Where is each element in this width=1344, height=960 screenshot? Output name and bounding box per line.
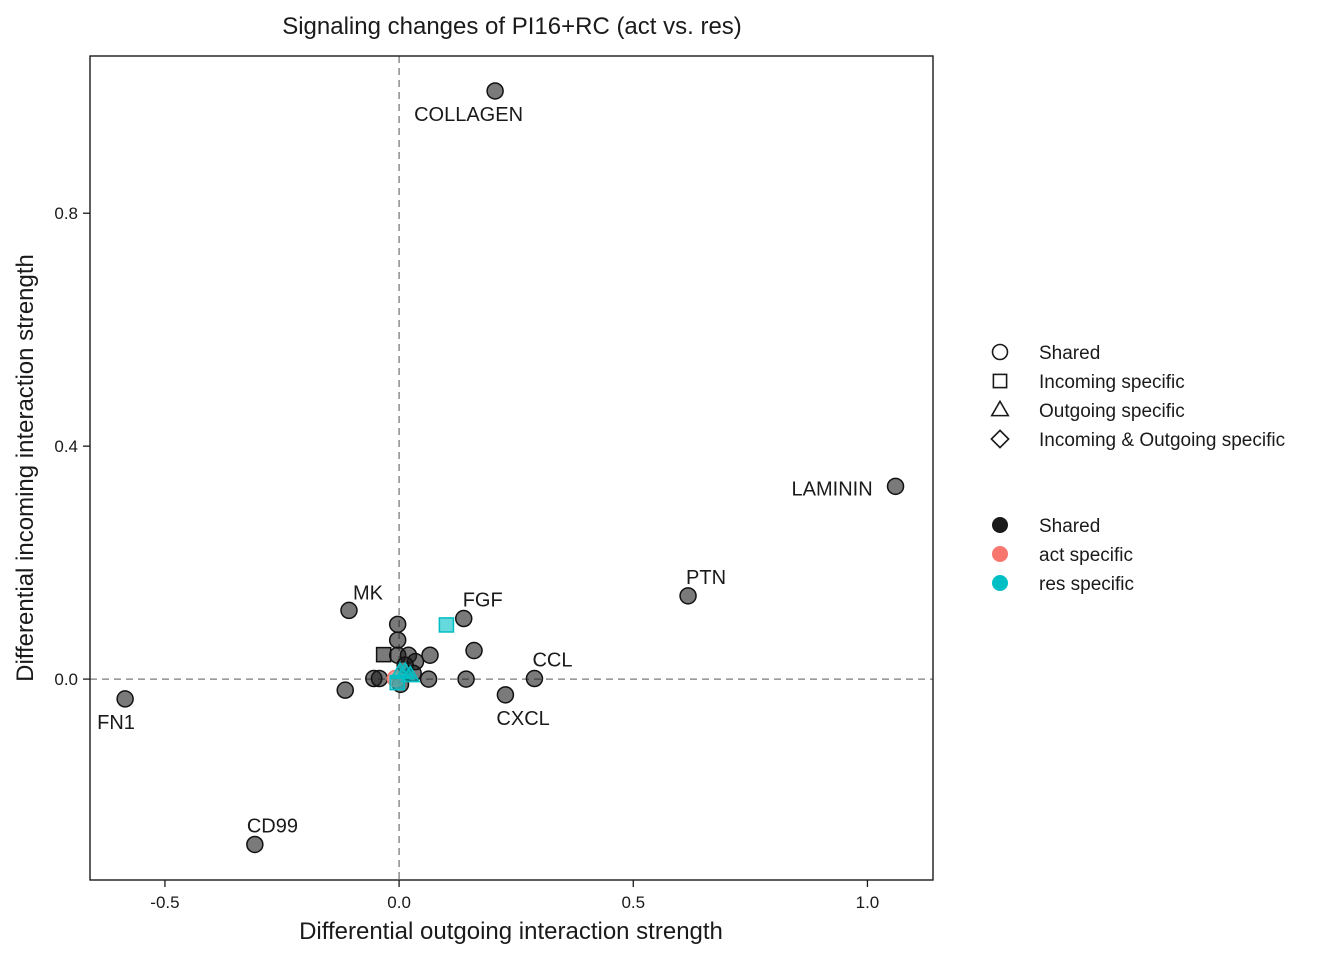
y-tick-label: 0.0: [54, 670, 78, 689]
point-ptn: [679, 587, 697, 605]
legend-color-label: Shared: [1039, 516, 1100, 537]
y-axis: 0.0 0.4 0.8: [54, 204, 90, 689]
legend-color-key: [992, 575, 1008, 591]
data-point: [400, 664, 421, 683]
x-axis-title: Differential outgoing interaction streng…: [299, 918, 723, 945]
data-point: [465, 641, 483, 660]
point-label-fgf: FGF: [463, 590, 503, 612]
legend-color-key: [992, 517, 1008, 533]
point-cxcl: [496, 686, 515, 704]
legend-diamond-key: [990, 429, 1010, 449]
data-point: [438, 617, 455, 633]
legend-shape-label: Incoming specific: [1039, 372, 1185, 393]
data-point: [336, 681, 354, 699]
point-label-collagen: COLLAGEN: [414, 104, 523, 126]
x-tick-label: 0.5: [621, 893, 645, 912]
data-point: [388, 631, 407, 649]
legend-color-label: res specific: [1039, 574, 1134, 595]
legend-shape-label: Incoming & Outgoing specific: [1039, 430, 1285, 451]
reference-lines: [90, 56, 933, 880]
point-label-mk: MK: [353, 582, 384, 604]
x-axis: -0.5 0.0 0.5 1.0: [150, 880, 879, 912]
data-point: [370, 669, 389, 688]
legend-shape-label: Outgoing specific: [1039, 401, 1185, 422]
x-tick-label: -0.5: [150, 893, 179, 912]
x-tick-label: 1.0: [856, 893, 880, 912]
legend-shape: Shared Incoming specific Outgoing specific…: [990, 343, 1285, 451]
legend-color: Shared act specific res specific: [992, 516, 1134, 595]
y-axis-title: Differential incoming interaction streng…: [12, 254, 39, 682]
point-ccl: [525, 669, 544, 688]
point-label-fn1: FN1: [97, 712, 135, 734]
data-point: [388, 615, 407, 634]
point-laminin: [886, 477, 905, 496]
y-tick-label: 0.4: [54, 437, 78, 456]
x-tick-label: 0.0: [387, 893, 411, 912]
data-point: [421, 646, 439, 664]
point-label-ccl: CCL: [532, 650, 572, 672]
point-label-ptn: PTN: [686, 567, 726, 589]
chart-title: Signaling changes of PI16+RC (act vs. re…: [282, 13, 742, 40]
legend-square-key: [992, 373, 1008, 389]
legend-circle-key: [991, 343, 1009, 361]
legend-shape-label: Shared: [1039, 343, 1100, 364]
legend-color-label: act specific: [1039, 545, 1133, 566]
y-tick-label: 0.8: [54, 204, 78, 223]
point-mk: [340, 601, 358, 620]
point-label-cxcl: CXCL: [496, 708, 549, 730]
point-label-cd99: CD99: [247, 815, 298, 837]
legend-color-key: [992, 546, 1008, 562]
point-fn1: [116, 690, 134, 708]
point-cd99: [246, 835, 264, 854]
point-fgf: [454, 609, 473, 628]
data-point: [375, 646, 392, 663]
data-point: [457, 670, 475, 688]
legend-triangle-key: [990, 399, 1010, 417]
point-labels: COLLAGEN LAMININ PTN MK FGF CCL CXCL FN1 CD99: [97, 104, 873, 838]
point-collagen: [486, 82, 504, 100]
plot-panel-border: [89, 55, 934, 881]
data-point: [419, 670, 438, 688]
point-label-laminin: LAMININ: [792, 478, 873, 500]
data-points: [116, 82, 905, 854]
